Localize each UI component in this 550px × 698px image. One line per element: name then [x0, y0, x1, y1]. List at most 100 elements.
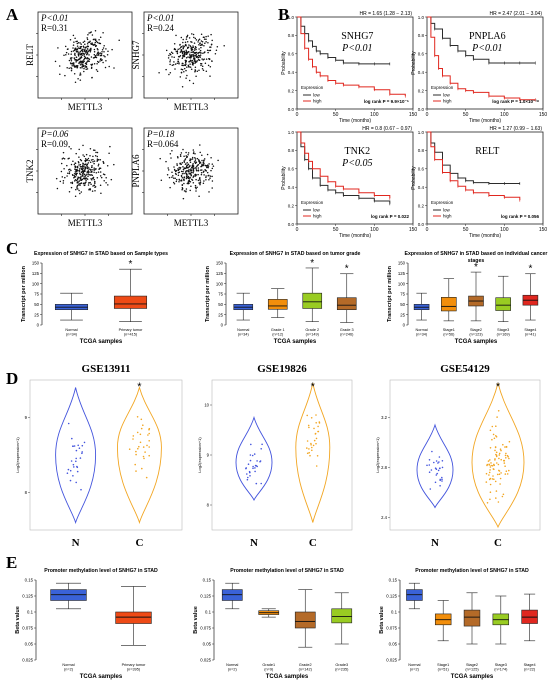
scatter-point	[201, 154, 203, 157]
scatter-point	[197, 57, 199, 59]
x-tick-label: 0	[296, 227, 299, 233]
x-axis-label: Time (months)	[469, 233, 501, 239]
x-axis-label: TCGA samples	[266, 674, 309, 680]
scatter-point	[177, 169, 180, 172]
scatter-point	[87, 184, 90, 186]
violin-point	[428, 459, 431, 461]
scatter-point	[86, 163, 89, 166]
violin-point	[148, 440, 150, 442]
y-axis-label: Beta value	[15, 606, 21, 634]
scatter-point	[198, 38, 201, 41]
scatter-point	[108, 152, 110, 155]
violin-point	[313, 439, 316, 442]
scatter-point	[107, 50, 109, 53]
scatter-point	[97, 171, 100, 173]
scatter-point	[79, 74, 82, 76]
scatter-point	[95, 151, 97, 154]
scatter-point	[85, 68, 87, 71]
scatter-point	[192, 167, 194, 169]
scatter-point	[88, 173, 91, 176]
violin-point	[77, 444, 79, 447]
significance-star: *	[137, 381, 142, 393]
box-group-stage2: Stage2(n=125)	[463, 592, 481, 672]
scatter-point	[193, 151, 195, 153]
scatter-point	[171, 149, 173, 152]
scatter-point	[96, 70, 99, 72]
plot-title: GSE54129	[440, 363, 490, 375]
box-group-grade3: Grade3(n=235)	[331, 592, 353, 672]
box-iqr	[294, 611, 316, 629]
scatter-point	[94, 149, 96, 151]
scatter-point	[174, 177, 176, 179]
legend-title: Expression	[301, 200, 324, 205]
box-group-stage3: Stage3(n=174)	[492, 595, 510, 672]
scatter-point	[83, 155, 86, 158]
scatter-point	[175, 178, 178, 181]
scatter-point	[198, 43, 200, 46]
y-tick-label: 0	[37, 323, 40, 328]
y-axis-label: Transcript per million	[205, 265, 211, 322]
scatter-point	[100, 176, 103, 179]
scatter-point	[62, 151, 65, 154]
scatter-point	[60, 162, 63, 165]
plot-title-line1: Promoter methylation level of SNHG7 in S…	[415, 568, 529, 574]
scatter-point	[91, 34, 94, 36]
violin-point	[70, 460, 73, 462]
scatter-point	[93, 160, 96, 162]
y-tick-label: 0.1	[205, 610, 212, 615]
violin-point	[256, 465, 259, 468]
scatter-point	[87, 45, 90, 48]
panel-letter-d: D	[6, 369, 18, 388]
scatter-point	[211, 163, 214, 165]
scatter-point	[203, 170, 205, 173]
scatter-point	[103, 44, 105, 47]
scatter-point	[194, 162, 197, 164]
violin-point	[494, 480, 497, 483]
box-iqr	[331, 608, 353, 624]
scatter-point	[209, 75, 211, 77]
km-frame	[296, 131, 414, 225]
violin-point	[439, 485, 441, 487]
scatter-point	[77, 169, 79, 172]
scatter-point	[78, 169, 81, 171]
violin-point	[497, 463, 500, 466]
y-tick-label: 100	[398, 281, 406, 286]
y-tick-label: 0.1	[391, 610, 398, 615]
y-tick-label: 3.2	[381, 415, 387, 420]
violin-point	[135, 450, 137, 453]
y-axis-label: Log2(expression+1)	[375, 437, 380, 473]
violin-point	[497, 501, 500, 503]
x-tick-label: 50	[463, 227, 469, 233]
scatter-point	[76, 172, 78, 175]
plot-title-line2: stages	[468, 258, 485, 264]
scatter-point	[91, 165, 93, 167]
scatter-point	[83, 70, 85, 73]
scatter-point	[179, 162, 181, 165]
scatter-point	[198, 48, 200, 50]
scatter-point	[165, 49, 168, 52]
violin-plot-gse54129: GSE54129 2.4 2.8 3.2 Log2(expression+1) N C *	[375, 363, 541, 549]
scatter-point	[190, 158, 192, 160]
scatter-point	[187, 176, 189, 179]
box-iqr	[302, 292, 323, 309]
violin-point	[81, 451, 83, 453]
scatter-point	[194, 158, 197, 160]
scatter-point	[203, 180, 205, 182]
scatter-point	[197, 167, 200, 169]
violin-point	[492, 433, 495, 436]
scatter-point	[191, 179, 194, 181]
scatter-point	[194, 184, 197, 187]
plot-frame	[211, 379, 353, 531]
scatter-point	[206, 166, 208, 168]
violin-point	[489, 429, 492, 432]
scatter-point	[165, 160, 167, 163]
violin-point	[140, 418, 143, 421]
scatter-point	[207, 35, 209, 37]
group-n-label: (n=149)	[306, 333, 320, 337]
scatter-point	[102, 61, 104, 64]
category-label-n: N	[72, 537, 80, 549]
y-tick-label: 2.8	[381, 465, 387, 470]
violin-point	[492, 468, 495, 470]
violin-point	[252, 465, 254, 468]
scatter-point	[187, 46, 189, 49]
